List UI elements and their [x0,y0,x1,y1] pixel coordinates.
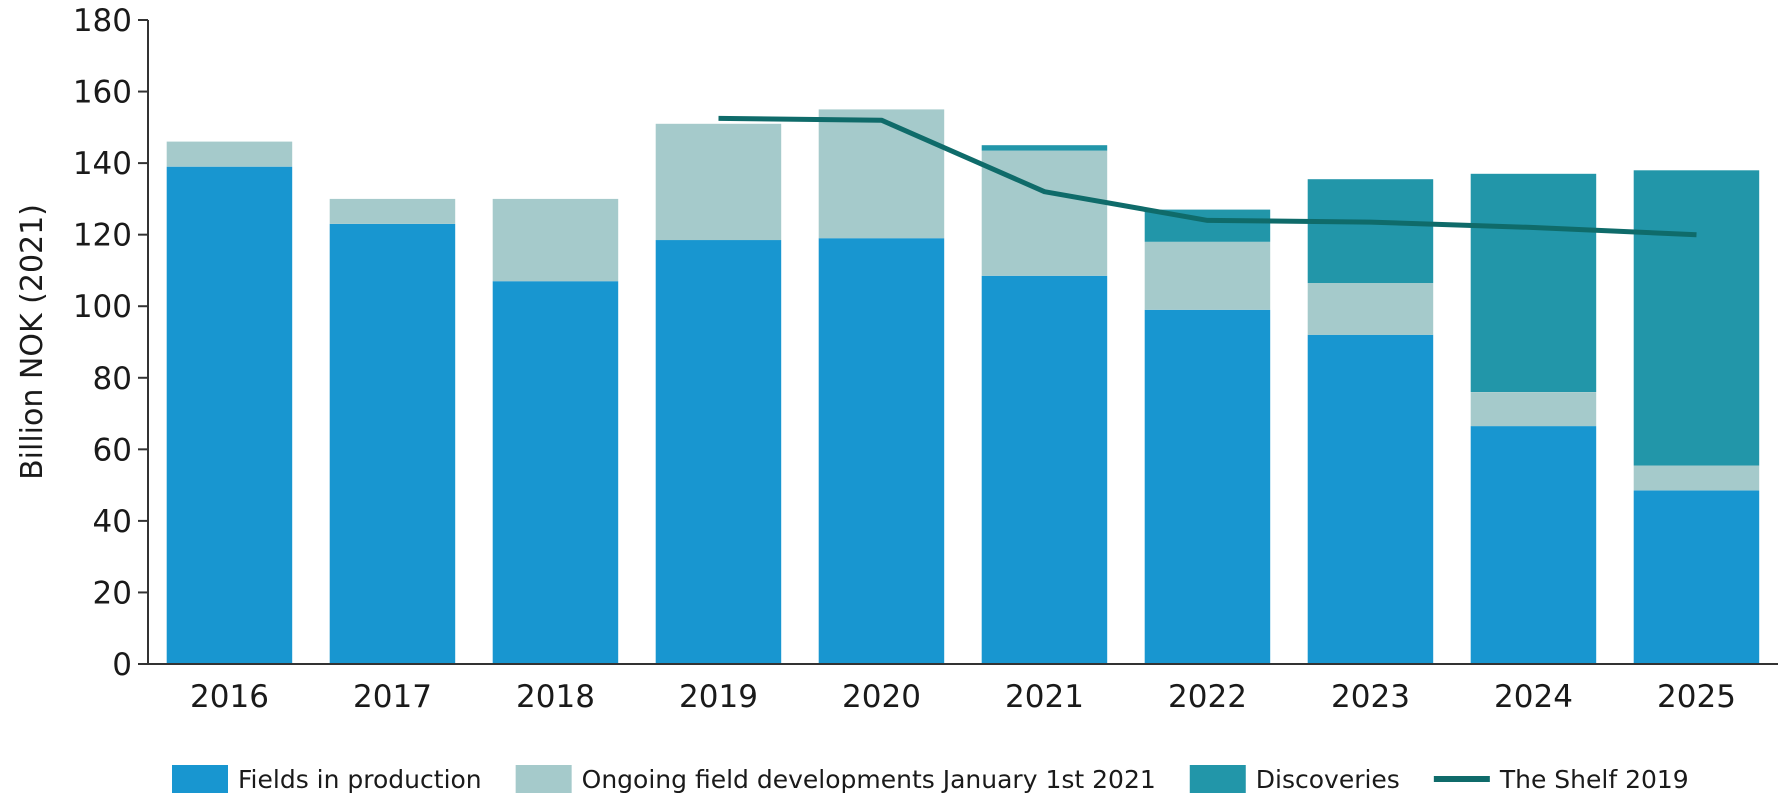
bar-2018-series-1 [492,198,619,282]
bar-2020-series-1 [818,109,945,239]
bar-2024-series-1 [1470,392,1597,427]
x-tick-label: 2023 [1331,679,1410,715]
bar-2019-series-1 [655,123,782,241]
legend-label: Fields in production [238,765,482,794]
legend-item: Ongoing field developments January 1st 2… [515,765,1156,794]
legend-item: The Shelf 2019 [1433,765,1689,794]
bar-2019-series-0 [655,240,782,664]
legend-item: Fields in production [172,765,482,794]
bar-2023-series-2 [1307,179,1434,283]
y-tick-label: 100 [73,289,132,325]
x-tick-label: 2025 [1657,679,1736,715]
x-tick-label: 2021 [1005,679,1084,715]
bar-2025-series-0 [1633,490,1760,664]
axes-layer [147,20,1778,665]
legend-item: Discoveries [1189,765,1400,794]
bar-2017-series-1 [329,198,456,224]
y-tick-label: 120 [73,218,132,254]
bar-2021-series-2 [981,145,1108,151]
legend-swatch [515,765,572,793]
line-series-shelf-2019 [718,115,1697,238]
bar-2025-series-2 [1633,170,1760,466]
bar-2023-series-1 [1307,283,1434,335]
x-tick-label: 2018 [516,679,595,715]
bar-2016-series-0 [166,166,293,664]
legend-label: The Shelf 2019 [1499,765,1689,794]
bar-2024-series-0 [1470,426,1597,664]
x-tick-label: 2017 [353,679,432,715]
legend: Fields in production Ongoing field develo… [172,765,1689,794]
legend-swatch [1189,765,1246,793]
bar-2024-series-2 [1470,173,1597,392]
y-tick-label: 20 [93,575,132,611]
bar-2018-series-0 [492,281,619,664]
x-tick-label: 2019 [679,679,758,715]
bar-2020-series-0 [818,238,945,664]
y-tick-label: 60 [93,432,132,468]
bar-2022-series-1 [1144,241,1271,310]
line-layer [718,115,1697,238]
x-ticks: 2016 2017 2018 2019 2020 2021 2022 2023 2024 2025 [190,679,1736,715]
y-ticks: 0 20 40 60 80 100 120 140 160 180 [73,3,148,683]
y-tick-label: 180 [73,3,132,39]
y-tick-label: 80 [93,361,132,397]
bars-layer [166,109,1760,664]
bar-2017-series-0 [329,223,456,664]
bar-2022-series-0 [1144,309,1271,664]
bar-2023-series-0 [1307,334,1434,664]
legend-swatch [172,765,228,793]
x-tick-label: 2024 [1494,679,1573,715]
x-tick-label: 2016 [190,679,269,715]
bar-2021-series-0 [981,275,1108,664]
y-tick-label: 160 [73,75,132,111]
bar-2016-series-1 [166,141,293,167]
bar-2021-series-1 [981,150,1108,276]
y-tick-label: 140 [73,146,132,182]
legend-label: Discoveries [1256,765,1400,794]
y-tick-label: 40 [93,504,132,540]
legend-label: Ongoing field developments January 1st 2… [582,765,1156,794]
bar-2025-series-1 [1633,465,1760,491]
x-tick-label: 2022 [1168,679,1247,715]
y-axis-label: Billion NOK (2021) [15,204,50,480]
x-tick-label: 2020 [842,679,921,715]
y-tick-label: 0 [112,647,132,683]
